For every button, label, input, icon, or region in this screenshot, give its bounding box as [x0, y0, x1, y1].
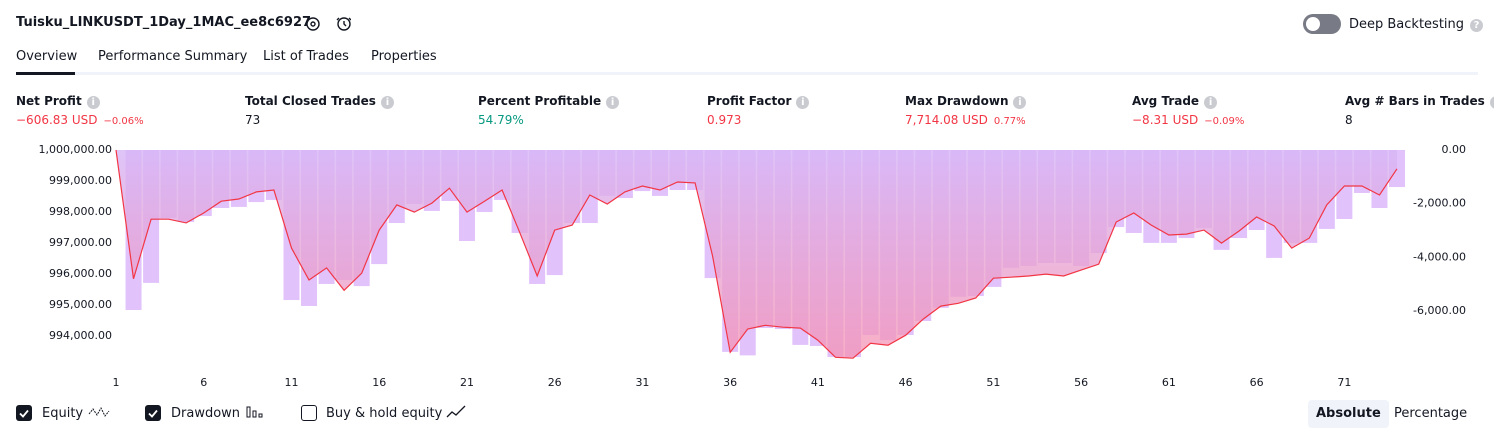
- metric-value: 0.973: [707, 113, 741, 127]
- y-tick-label: 998,000.00: [49, 205, 112, 218]
- metric-value-text: 8: [1345, 113, 1353, 127]
- x-tick-label: 66: [1250, 376, 1264, 389]
- check-mark: [148, 409, 158, 418]
- metric-value: 54.79%: [478, 113, 524, 127]
- metric-value: 73: [245, 113, 260, 127]
- metric-label-text: Percent Profitable: [478, 94, 602, 108]
- info-icon: i: [1013, 96, 1027, 109]
- legend-icon: [245, 404, 269, 424]
- metric-label-text: Max Drawdown: [905, 94, 1009, 108]
- x-tick-label: 71: [1337, 376, 1351, 389]
- legend-glyph: [88, 406, 110, 417]
- metric-label-text: Avg # Bars in Trades: [1345, 94, 1485, 108]
- metric-label-text: Avg Trade: [1132, 94, 1200, 108]
- x-tick-label: 36: [723, 376, 737, 389]
- legend-label: Buy & hold equity: [326, 406, 443, 421]
- legend-icon: [88, 404, 112, 424]
- settings-icon[interactable]: [306, 17, 320, 31]
- metric-value: −8.31 USD −0.09%: [1132, 113, 1244, 127]
- toggle-text: Deep Backtesting: [1349, 17, 1465, 32]
- metric-label: Avg # Bars in Trades i: [1345, 94, 1494, 109]
- metric-percent: −0.09%: [1204, 116, 1245, 127]
- y-tick-label: 1,000,000.00: [39, 143, 112, 156]
- metric-value-text: 54.79%: [478, 113, 524, 127]
- y-tick-label: 997,000.00: [49, 236, 112, 249]
- x-tick-label: 16: [372, 376, 386, 389]
- metric-value: −606.83 USD −0.06%: [16, 113, 144, 127]
- y2-tick-label: -2,000.00: [1413, 197, 1466, 210]
- metric-value-text: 7,714.08 USD: [905, 113, 988, 127]
- tab[interactable]: Overview: [16, 49, 78, 64]
- legend-glyph: [246, 406, 263, 418]
- tab[interactable]: Properties: [371, 49, 437, 64]
- deep-backtesting-label: Deep Backtesting?: [1349, 17, 1484, 32]
- x-tick-label: 6: [200, 376, 207, 389]
- x-tick-label: 51: [986, 376, 1000, 389]
- equity-area: [116, 150, 1397, 359]
- info-icon: i: [796, 96, 810, 109]
- metric-label-text: Total Closed Trades: [245, 94, 376, 108]
- checkbox[interactable]: [301, 405, 317, 421]
- tab[interactable]: Performance Summary: [98, 49, 248, 64]
- x-tick-label: 31: [635, 376, 649, 389]
- active-tab-indicator: [16, 72, 75, 75]
- metric-label: Net Profit i: [16, 94, 100, 109]
- mode-button[interactable]: Absolute: [1308, 400, 1389, 428]
- y-tick-label: 996,000.00: [49, 267, 112, 280]
- x-tick-label: 56: [1074, 376, 1088, 389]
- info-icon: i: [380, 96, 394, 109]
- metric-value: 7,714.08 USD 0.77%: [905, 113, 1026, 127]
- metric-label: Profit Factor i: [707, 94, 810, 109]
- y-tick-label: 995,000.00: [49, 298, 112, 311]
- metric-label: Total Closed Trades i: [245, 94, 394, 109]
- info-icon: i: [86, 96, 100, 109]
- info-icon: i: [1489, 96, 1494, 109]
- legend-glyph: [446, 405, 466, 418]
- y-tick-label: 999,000.00: [49, 174, 112, 187]
- metric-value-text: −606.83 USD: [16, 113, 98, 127]
- check-mark: [19, 409, 29, 418]
- legend-label: Drawdown: [171, 406, 241, 421]
- x-tick-label: 1: [113, 376, 120, 389]
- metric-percent: 0.77%: [993, 116, 1026, 127]
- x-tick-label: 41: [811, 376, 825, 389]
- chart: 1,000,000.00 999,000.00 998,000.00 997,000.…: [39, 143, 1467, 389]
- metric-value-text: 0.973: [707, 113, 742, 127]
- x-tick-label: 46: [899, 376, 913, 389]
- deep-backtesting-toggle[interactable]: [1303, 14, 1341, 34]
- x-tick-label: 21: [460, 376, 474, 389]
- y2-tick-label: 0.00: [1442, 143, 1467, 156]
- metric-label: Percent Profitable i: [478, 94, 620, 109]
- info-icon: i: [606, 96, 620, 109]
- metric-label-text: Net Profit: [16, 94, 82, 108]
- y-tick-label: 994,000.00: [49, 329, 112, 342]
- metric-value-text: −8.31 USD: [1132, 113, 1199, 127]
- metric-label-text: Profit Factor: [707, 94, 792, 108]
- legend-icon: [446, 404, 470, 424]
- legend-label: Equity: [42, 406, 84, 421]
- metric-value-text: 73: [245, 113, 261, 127]
- tab-underline: [16, 72, 1478, 75]
- checkbox[interactable]: [145, 405, 161, 421]
- y2-tick-label: -6,000.00: [1413, 304, 1466, 317]
- strategy-title: Tuisku_LINKUSDT_1Day_1MAC_ee8c6927: [16, 15, 312, 30]
- alert-icon[interactable]: [337, 17, 351, 31]
- metric-label: Avg Trade i: [1132, 94, 1218, 109]
- y2-tick-label: -4,000.00: [1413, 250, 1466, 263]
- mode-button[interactable]: Percentage: [1394, 406, 1468, 421]
- metric-label: Max Drawdown i: [905, 94, 1027, 109]
- metric-percent: −0.06%: [103, 116, 144, 127]
- x-tick-label: 11: [284, 376, 298, 389]
- x-tick-label: 26: [548, 376, 562, 389]
- metric-value: 8: [1345, 113, 1353, 127]
- x-tick-label: 61: [1162, 376, 1176, 389]
- equity-line: [115, 149, 1398, 359]
- title-icons: [306, 17, 351, 31]
- info-icon: i: [1204, 96, 1218, 109]
- tab[interactable]: List of Trades: [263, 49, 349, 64]
- checkbox[interactable]: [16, 405, 32, 421]
